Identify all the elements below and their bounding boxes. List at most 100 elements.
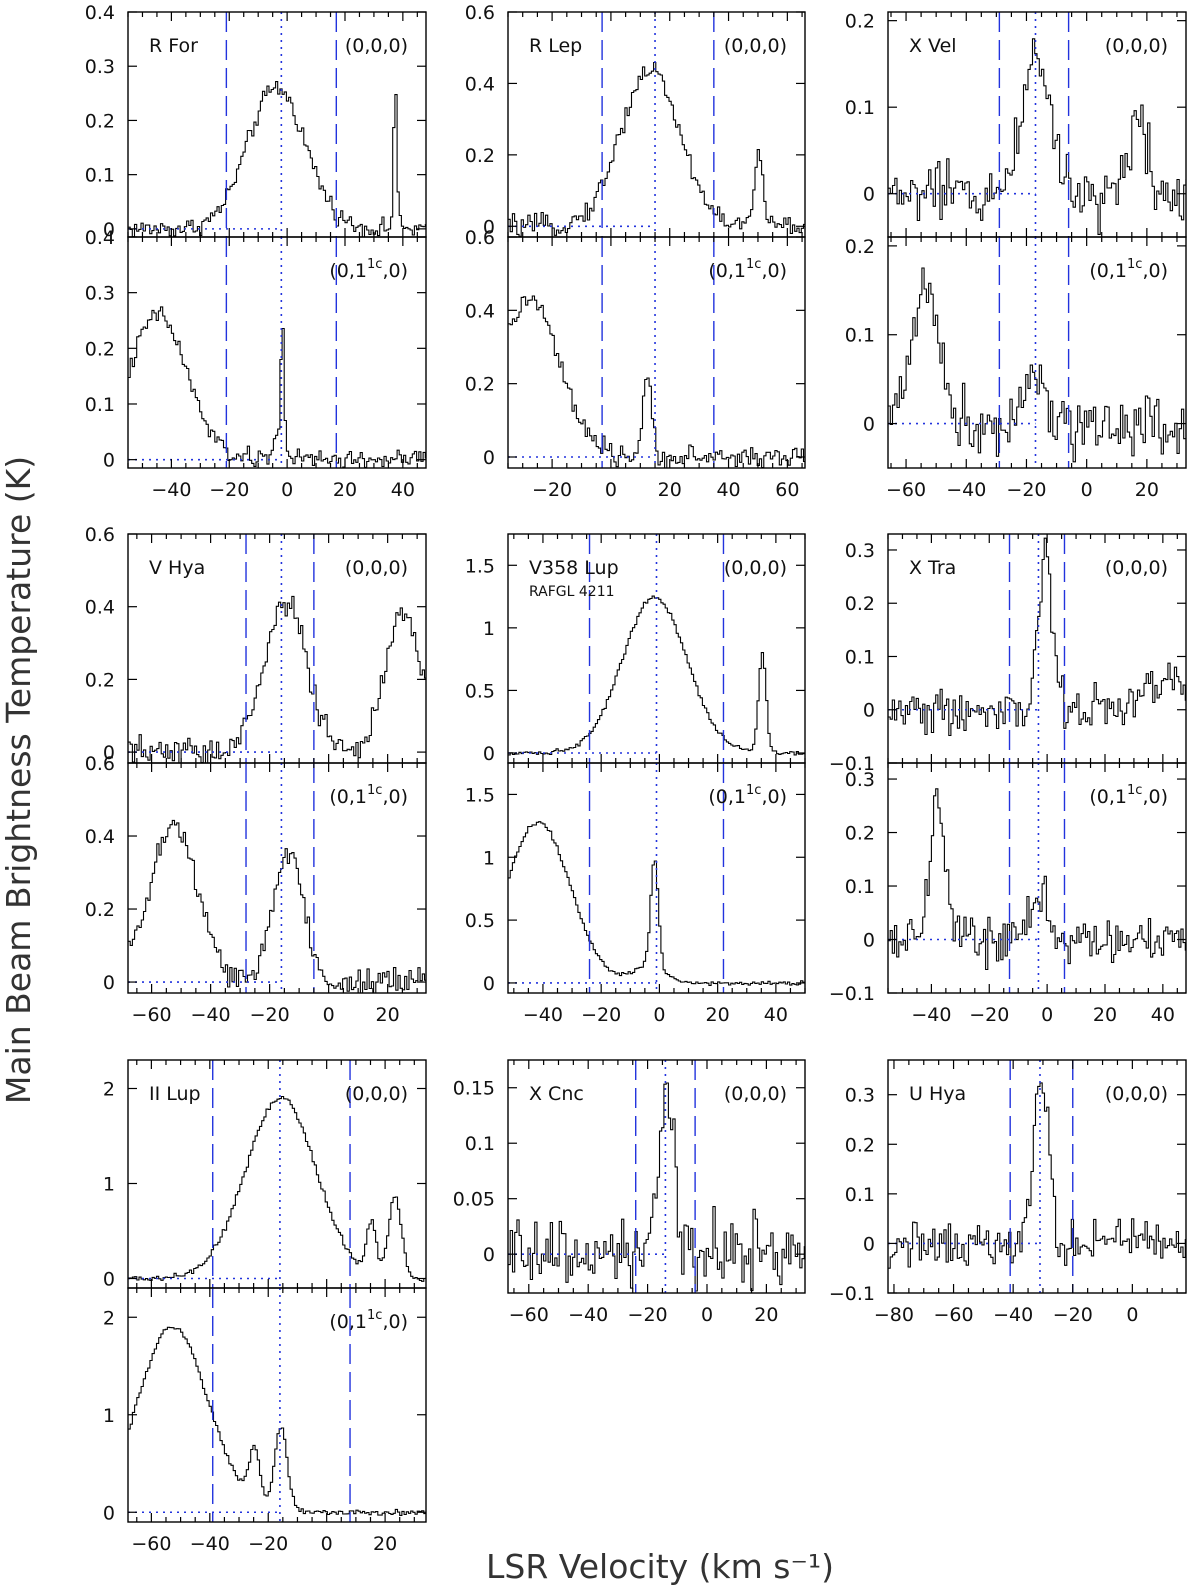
transition-label: (0,0,0) (345, 557, 408, 579)
star-name-label: X Cnc (529, 1083, 584, 1105)
transition-label: (0,11c,0) (708, 783, 787, 808)
y-tick-label: 0 (863, 414, 875, 436)
y-tick-label: 0.2 (465, 374, 495, 396)
y-tick-label: 0 (863, 184, 875, 206)
transition-label: (0,11c,0) (329, 1308, 408, 1333)
x-tick-label: −20 (581, 1004, 621, 1026)
y-tick-label: 0.3 (845, 769, 875, 791)
star-name-label: X Tra (909, 557, 956, 579)
x-tick-label: 20 (333, 479, 357, 501)
star-name-label: U Hya (909, 1083, 966, 1105)
x-tick-label: −40 (151, 479, 191, 501)
spectrum-line-u-hya-ground (888, 1082, 1186, 1269)
x-tick-label: 20 (1093, 1004, 1117, 1026)
spectrum-line-x-tra-bend (888, 788, 1186, 971)
y-tick-label: 0.4 (465, 300, 495, 322)
y-tick-label: 0.6 (465, 2, 495, 24)
y-tick-label: 0.4 (85, 227, 115, 249)
y-axis-title: Main Beam Brightness Temperature (K) (0, 456, 38, 1104)
panel-x-tra-ground: −0.1 0 0.1 0.2 0.3 X Tra (0,0,0) (829, 533, 1187, 775)
panel-r-lep-ground: 0 0.2 0.4 0.6 R Lep (0,0,0) (465, 2, 806, 238)
y-tick-label: 0.4 (85, 597, 115, 619)
x-tick-label: 20 (658, 479, 682, 501)
spectrum-line-r-for-bend (128, 306, 426, 468)
x-tick-label: 20 (1135, 479, 1159, 501)
x-tick-label: 60 (775, 479, 799, 501)
y-tick-label: 0.2 (845, 593, 875, 615)
transition-label: (0,0,0) (345, 1083, 408, 1105)
star-name-label: R For (149, 35, 198, 57)
x-tick-label: −20 (250, 1004, 290, 1026)
spectrum-line-v358-lup-bend (508, 821, 805, 986)
y-tick-label: 0.6 (85, 753, 115, 775)
panel-grid: 00.10.20.30.4R For (0,0,0)−40 −20 0 20 4000.1… (85, 2, 1187, 1555)
panel-r-for-ground: 0 0.1 0.2 0.3 0.4 R For (0,0,0) (85, 2, 427, 241)
x-tick-label: 20 (373, 1533, 397, 1555)
x-tick-label: −40 (190, 1533, 230, 1555)
y-tick-label: 1 (483, 618, 495, 640)
star-alias-label: RAFGL 4211 (529, 584, 615, 600)
panel-ii-lup-ground: 0 1 2 II Lup (0,0,0) (103, 1059, 427, 1291)
transition-label: (0,11c,0) (1089, 783, 1168, 808)
star-name-label: R Lep (529, 35, 582, 57)
panel-r-lep-bend: −20 0 20 40 60 0 0.2 0.4 0.6 (0,11c,0) (465, 227, 806, 501)
panel-v-hya-ground: 0 0.2 0.4 0.6 V Hya (0,0,0) (85, 524, 427, 764)
x-tick-label: −20 (532, 479, 572, 501)
x-tick-label: 0 (1081, 479, 1093, 501)
panel-frame (887, 236, 1187, 469)
star-name-label: X Vel (909, 35, 957, 57)
y-tick-label: 0.1 (465, 1133, 495, 1155)
y-tick-label: 0 (483, 973, 495, 995)
panel-frame (127, 236, 427, 469)
y-tick-label: 0 (483, 743, 495, 765)
star-name-label: V358 Lup (529, 557, 619, 579)
panel-x-cnc-ground: −60 −40 −20 0 20 0 0.05 0.1 0.15 X Cnc (0,0,0) (453, 1059, 806, 1326)
y-tick-label: 0.3 (845, 1085, 875, 1107)
x-tick-label: −60 (509, 1304, 549, 1326)
y-tick-label: 0.2 (845, 236, 875, 258)
x-tick-label: −20 (209, 479, 249, 501)
y-tick-label: −0.1 (829, 753, 875, 775)
panel-frame (127, 1287, 427, 1523)
y-tick-label: 0 (863, 930, 875, 952)
spectrum-line-r-lep-ground (508, 61, 805, 237)
spectrum-line-x-vel-ground (888, 38, 1186, 235)
x-tick-label: 40 (391, 479, 415, 501)
spectrum-line-v-hya-bend (128, 819, 426, 993)
x-axis-title: LSR Velocity (km s⁻¹) (486, 1547, 834, 1586)
transition-label: (0,0,0) (1105, 1083, 1168, 1105)
transition-label: (0,0,0) (345, 35, 408, 57)
panel-v-hya-bend: −60 −40 −20 0 20 0 0.2 0.4 0.6 (0,11c,0) (85, 753, 427, 1026)
x-tick-label: 20 (706, 1004, 730, 1026)
y-tick-label: 0 (103, 450, 115, 472)
spectrum-line-r-for-ground (128, 81, 426, 237)
y-tick-label: −0.1 (829, 983, 875, 1005)
y-tick-label: 0.05 (453, 1189, 495, 1211)
y-tick-label: 0.1 (85, 394, 115, 416)
spectrum-line-r-lep-bend (508, 295, 805, 468)
transition-label: (0,11c,0) (329, 257, 408, 282)
y-tick-label: 0.1 (845, 325, 875, 347)
x-tick-label: −60 (132, 1004, 172, 1026)
transition-label: (0,11c,0) (329, 783, 408, 808)
y-tick-label: 2 (103, 1079, 115, 1101)
y-tick-label: 1.5 (465, 555, 495, 577)
y-tick-label: 0.2 (85, 110, 115, 132)
transition-label: (0,0,0) (1105, 557, 1168, 579)
x-tick-label: −40 (946, 479, 986, 501)
y-tick-label: 0.4 (85, 826, 115, 848)
x-tick-label: −20 (248, 1533, 288, 1555)
y-tick-label: 0.1 (845, 876, 875, 898)
x-tick-label: 20 (754, 1304, 778, 1326)
y-tick-label: 1.5 (465, 784, 495, 806)
y-tick-label: 0.3 (845, 540, 875, 562)
x-tick-label: 0 (605, 479, 617, 501)
x-tick-label: −40 (993, 1304, 1033, 1326)
y-tick-label: 0.6 (85, 524, 115, 546)
y-tick-label: 0.2 (845, 1134, 875, 1156)
x-tick-label: 0 (653, 1004, 665, 1026)
x-tick-label: −40 (911, 1004, 951, 1026)
panel-x-tra-bend: −40 −20 0 20 40 −0.1 0 0.1 0.2 0.3 (0,11c,0) (829, 762, 1187, 1026)
y-tick-label: 2 (103, 1307, 115, 1329)
y-tick-label: 0 (103, 1269, 115, 1291)
